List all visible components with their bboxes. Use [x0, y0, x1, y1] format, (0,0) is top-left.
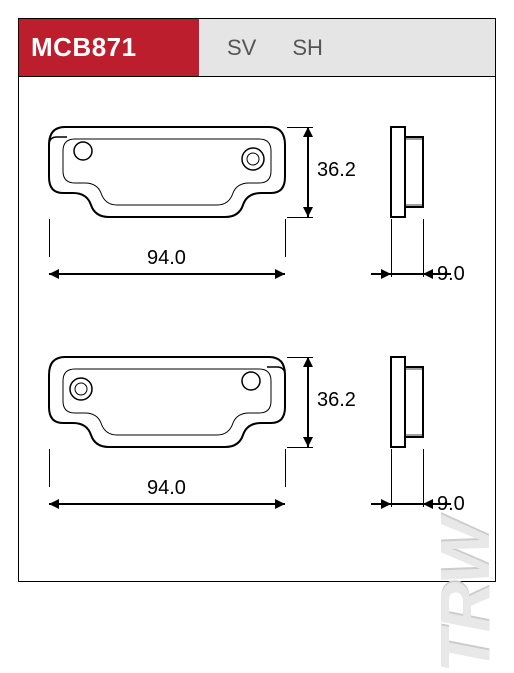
pad2-w-arrow-l — [49, 499, 59, 509]
pad1-t-arrow-r — [423, 269, 433, 279]
pad2-front-view — [47, 355, 287, 449]
product-code-badge: MCB871 — [19, 19, 199, 76]
pad1-side-svg — [389, 125, 425, 219]
pad1-front-svg — [47, 125, 287, 219]
pad2-w-dimline — [49, 503, 285, 505]
pad2-t-arrow-r — [423, 499, 433, 509]
pad2-h-arrow-top — [303, 357, 313, 367]
pad1-w-ext-l — [49, 219, 50, 257]
pad2-height-label: 36.2 — [317, 389, 356, 412]
pad1-h-dimline — [307, 127, 309, 217]
pad1-width-label: 94.0 — [147, 247, 186, 270]
pad1-t-ext-l — [391, 219, 392, 277]
pad1-height-label: 36.2 — [317, 159, 356, 182]
drawing-frame: MCB871 SV SH — [18, 18, 496, 582]
type-code-sh: SH — [292, 35, 323, 61]
pad2-side-svg — [389, 355, 425, 449]
drawing-canvas: 36.2 94.0 9.0 — [19, 77, 495, 581]
pad2-front-svg — [47, 355, 287, 449]
product-code: MCB871 — [31, 32, 137, 63]
pad2-w-arrow-r — [275, 499, 285, 509]
pad1-thickness-label: 9.0 — [437, 263, 465, 286]
header: MCB871 SV SH — [19, 19, 495, 77]
pad1-w-dimline — [49, 273, 285, 275]
pad1-h-arrow-top — [303, 127, 313, 137]
pad2-t-arrow-l — [381, 499, 391, 509]
pad2-h-dimline — [307, 357, 309, 447]
pad1-h-ext-bot — [287, 217, 313, 218]
pad1-w-arrow-l — [49, 269, 59, 279]
brand-text: TRW — [426, 521, 504, 673]
pad1-h-arrow-bot — [303, 207, 313, 217]
pad2-width-label: 94.0 — [147, 477, 186, 500]
pad2-side-view — [389, 355, 425, 449]
pad2-w-ext-r — [285, 449, 286, 487]
pad1-w-arrow-r — [275, 269, 285, 279]
pad2-t-ext-l — [391, 449, 392, 507]
pad2-h-arrow-bot — [303, 437, 313, 447]
pad2-w-ext-l — [49, 449, 50, 487]
type-codes-bar: SV SH — [199, 19, 495, 76]
pad1-side-view — [389, 125, 425, 219]
pad2-h-ext-bot — [287, 447, 313, 448]
pad1-w-ext-r — [285, 219, 286, 257]
type-code-sv: SV — [227, 35, 256, 61]
pad1-t-arrow-l — [381, 269, 391, 279]
brand-watermark: TRW — [425, 521, 505, 673]
pad1-front-view — [47, 125, 287, 219]
pad2-thickness-label: 9.0 — [437, 493, 465, 516]
